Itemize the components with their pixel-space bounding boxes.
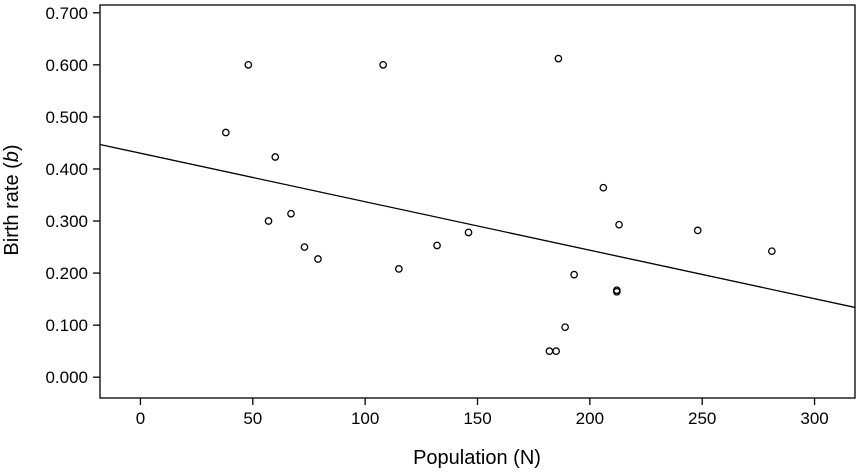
y-tick-label: 0.600 xyxy=(45,56,88,75)
x-axis-ticks: 0 50 100 150 200 250 300 xyxy=(136,398,829,428)
x-tick-label: 50 xyxy=(243,409,262,428)
x-tick-label: 150 xyxy=(463,409,491,428)
data-point xyxy=(552,347,560,356)
data-point xyxy=(693,226,702,235)
data-point xyxy=(545,347,554,356)
x-tick-label: 100 xyxy=(351,409,379,428)
y-tick-label: 0.400 xyxy=(45,160,88,179)
data-point xyxy=(561,323,569,332)
y-axis-ticks: 0.000 0.100 0.200 0.300 0.400 0.500 0.600 0.700 xyxy=(45,4,100,387)
plot-border xyxy=(99,4,856,399)
data-point xyxy=(287,209,295,218)
y-tick-label: 0.200 xyxy=(45,264,88,283)
x-tick-label: 200 xyxy=(576,409,604,428)
data-point xyxy=(599,183,608,192)
data-point xyxy=(612,287,621,296)
x-tick-label: 0 xyxy=(136,409,145,428)
y-tick-label: 0.100 xyxy=(45,316,88,335)
data-point xyxy=(570,270,578,279)
data-point xyxy=(433,241,441,250)
data-point xyxy=(314,255,322,263)
regression-line-layer xyxy=(99,143,856,309)
y-tick-label: 0.500 xyxy=(45,108,88,127)
data-point xyxy=(271,153,280,161)
data-point xyxy=(300,243,309,251)
data-point xyxy=(554,54,563,63)
data-point xyxy=(768,247,776,256)
plot-frame xyxy=(99,4,856,399)
y-tick-label: 0.000 xyxy=(45,368,88,387)
y-axis-label-italic: b xyxy=(1,151,23,162)
regression-line xyxy=(99,143,856,309)
x-axis-label: Population (N) xyxy=(413,447,541,469)
x-tick-label: 250 xyxy=(688,409,716,428)
data-point xyxy=(615,220,623,229)
y-tick-label: 0.700 xyxy=(45,4,88,23)
y-axis-label-suffix: ) xyxy=(1,144,23,151)
data-point xyxy=(221,128,230,137)
data-point xyxy=(264,217,273,225)
data-point xyxy=(395,265,403,273)
y-axis-label-prefix: Birth rate ( xyxy=(1,162,23,256)
data-point xyxy=(379,61,387,69)
x-tick-label: 300 xyxy=(800,409,828,428)
y-axis-label: Birth rate (b) xyxy=(1,144,23,255)
data-point xyxy=(464,228,473,237)
y-tick-label: 0.300 xyxy=(45,212,88,231)
data-point xyxy=(244,61,253,69)
data-points-layer xyxy=(221,54,776,356)
